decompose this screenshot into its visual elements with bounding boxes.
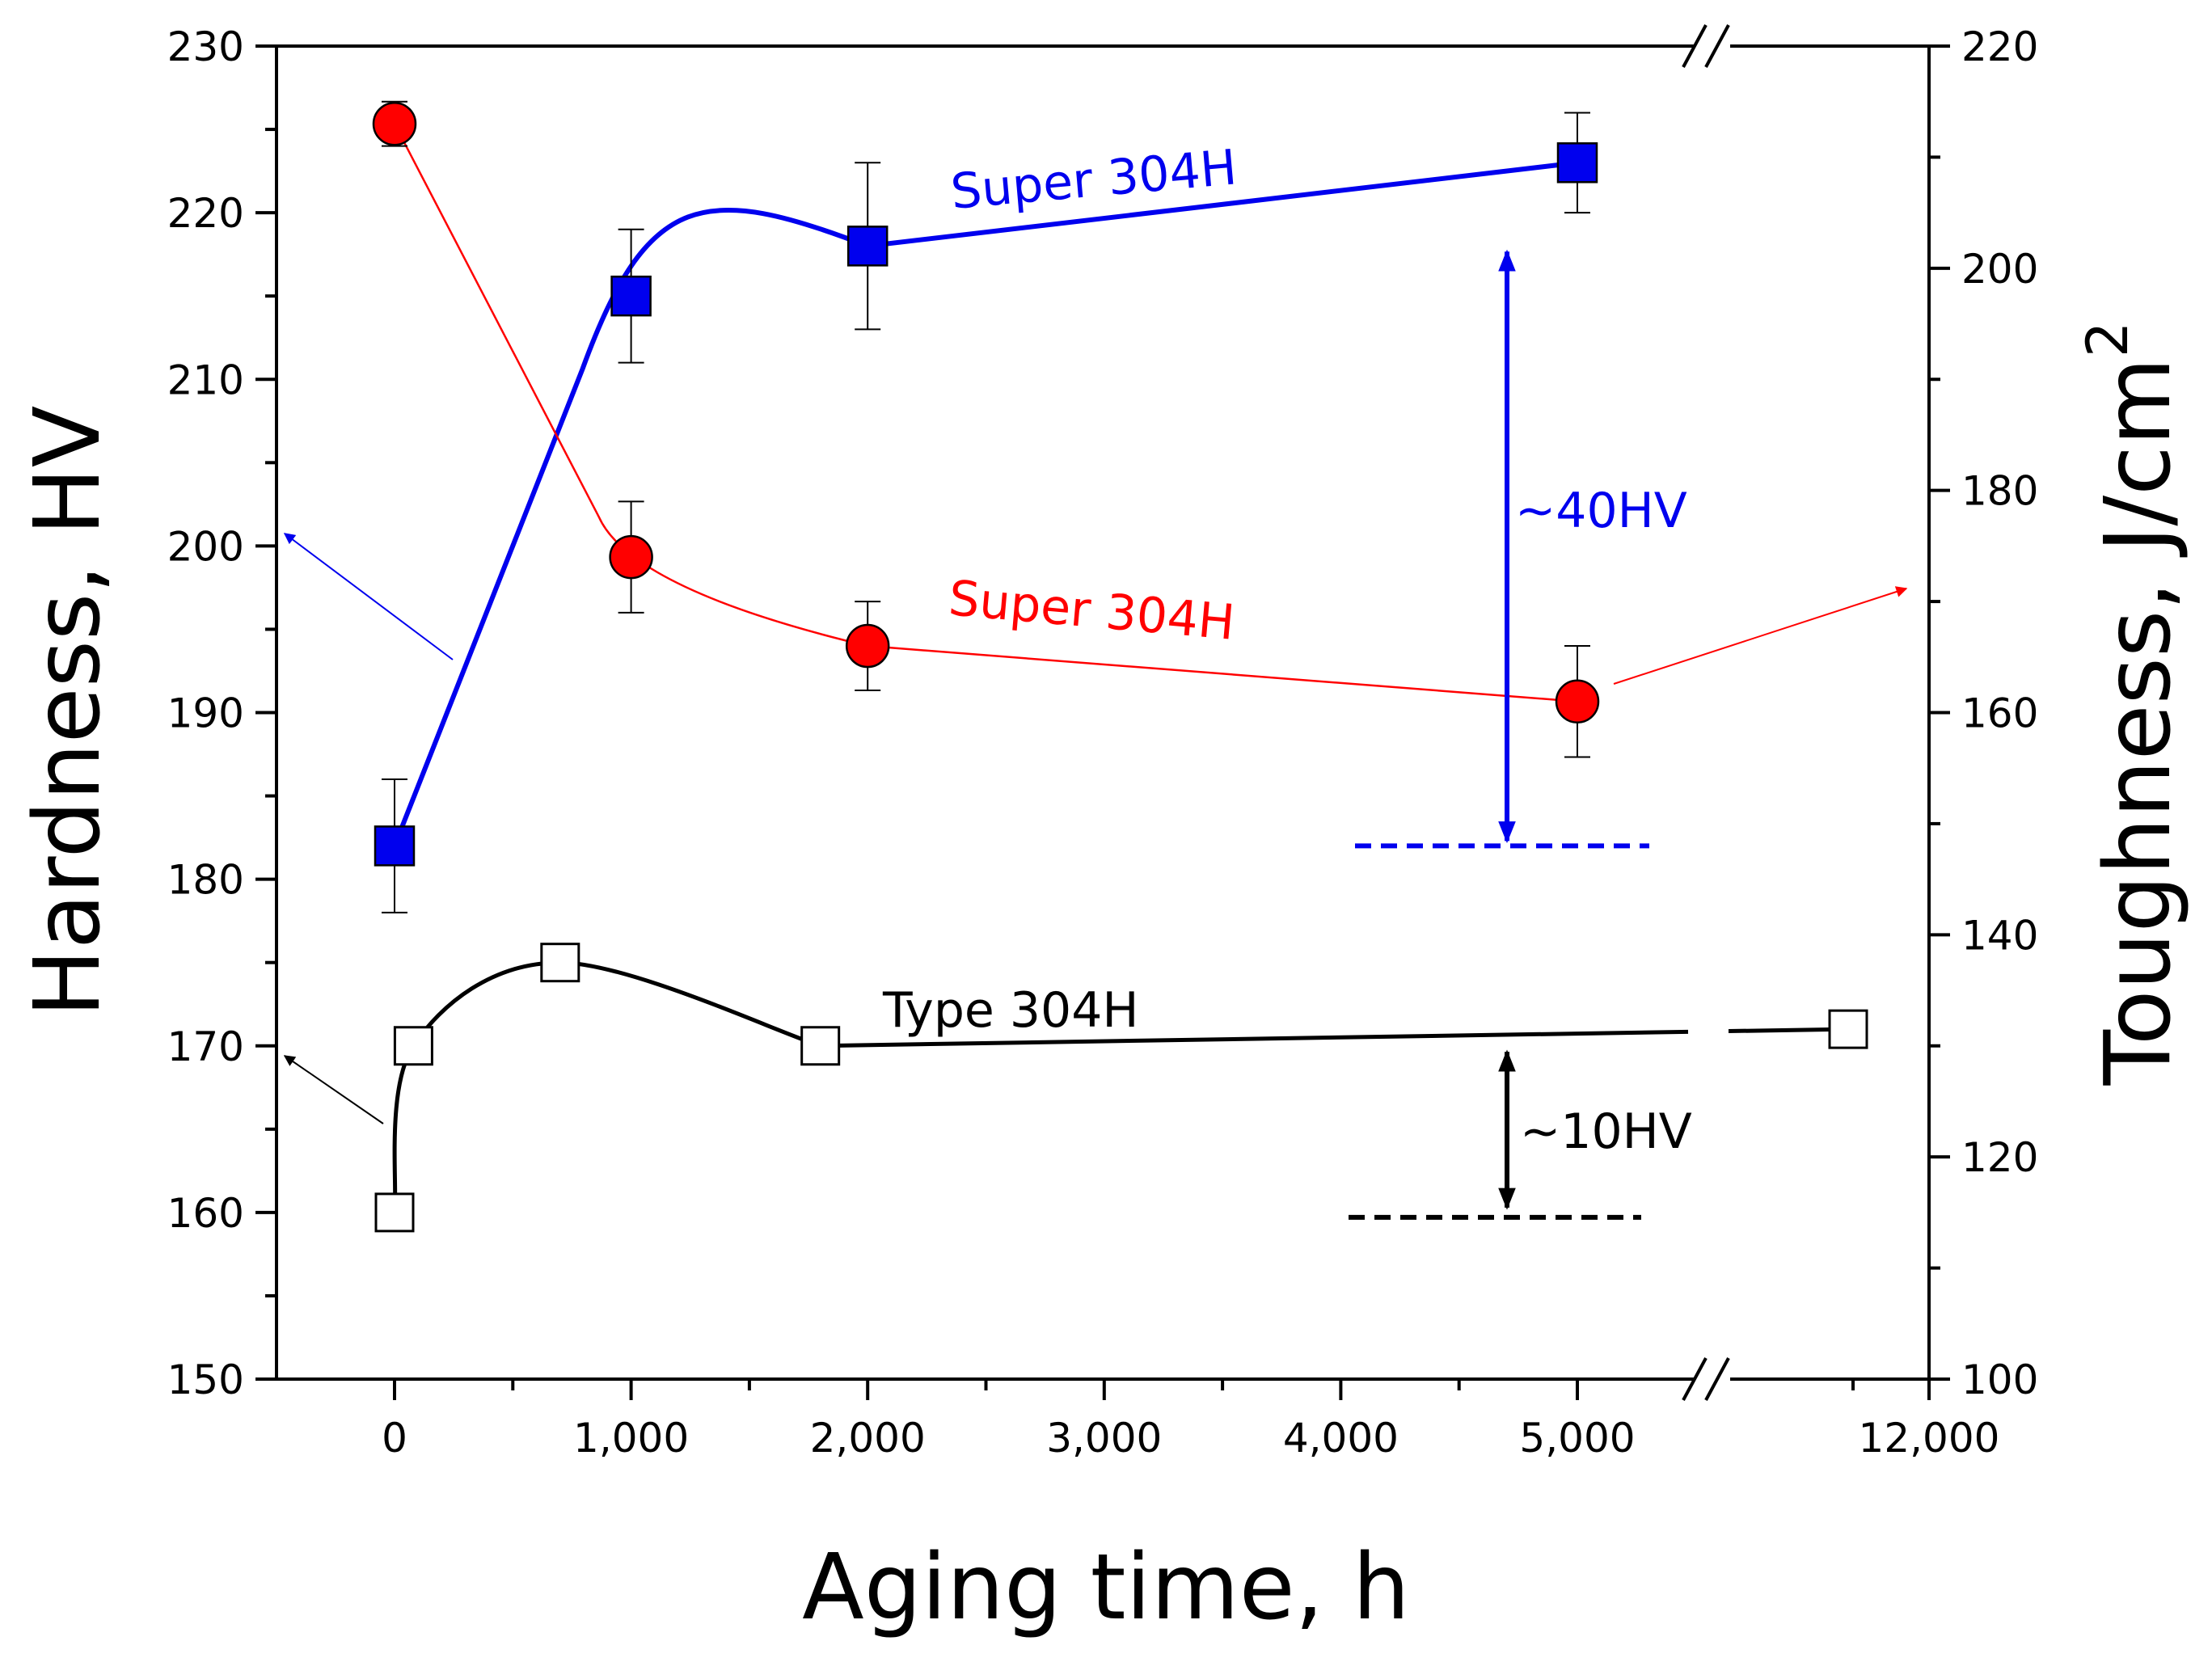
y-left-tick-label: 160 [167, 1190, 244, 1237]
series-label-super-304h-toughness: Super 304H [947, 570, 1237, 652]
y-axis-title-right-superscript: 2 [2075, 322, 2141, 358]
data-point [800, 1026, 841, 1066]
x-tick-label: 2,000 [810, 1415, 926, 1462]
axis-pointer-arrow-blue [283, 533, 454, 660]
data-point [1828, 1009, 1868, 1049]
annotation-10hv: ~10HV [1520, 1103, 1692, 1160]
data-point [609, 534, 653, 580]
series-2 [374, 943, 1868, 1233]
y-left-tick-label: 150 [167, 1356, 244, 1403]
plot-frame [275, 24, 1931, 1401]
data-point [372, 101, 417, 146]
y-right-tick-label: 140 [1961, 912, 2038, 959]
data-point [1556, 142, 1598, 184]
series-line [392, 960, 821, 1213]
axis-ticks: 150 160 170 180 190 200 210 220 230 100 120 140 160 1… [167, 23, 2039, 1462]
y-right-tick-label: 180 [1961, 468, 2038, 515]
data-point [846, 226, 889, 267]
series-layer [372, 100, 1868, 1233]
x-tick-label: 0 [382, 1415, 407, 1462]
data-point [374, 1192, 415, 1233]
series-0 [374, 112, 1598, 913]
series-1 [372, 100, 1600, 758]
y-left-tick-label: 190 [167, 690, 244, 737]
x-tick-label: 1,000 [573, 1415, 689, 1462]
x-tick-label: 4,000 [1283, 1415, 1399, 1462]
y-left-tick-label: 230 [167, 23, 244, 70]
data-point [540, 943, 580, 983]
data-point [845, 623, 890, 669]
axis-break-mark-top-2 [1704, 24, 1730, 68]
data-point [1555, 679, 1600, 724]
y-left-tick-label: 170 [167, 1023, 244, 1070]
series-line-segment [1728, 1027, 1849, 1034]
axis-break-mark-bottom-2 [1704, 1357, 1730, 1401]
series-line [393, 123, 1578, 703]
y-left-tick-label: 180 [167, 857, 244, 904]
series-line [392, 160, 1578, 847]
data-point [610, 275, 652, 317]
series-line-segment [820, 1029, 1689, 1048]
y-right-tick-label: 200 [1961, 246, 2038, 293]
y-axis-title-left: Hardness, HV [15, 406, 120, 1018]
y-right-tick-label: 120 [1961, 1134, 2038, 1181]
y-right-tick-label: 220 [1961, 23, 2038, 70]
axis-break-mark-top-1 [1682, 24, 1708, 68]
annotation-40hv: ~40HV [1515, 483, 1687, 539]
axis-pointer-arrow-red [1613, 586, 1908, 685]
x-tick-label: 12,000 [1859, 1415, 2000, 1462]
x-tick-label: 5,000 [1519, 1415, 1635, 1462]
data-point [393, 1026, 433, 1066]
y-left-tick-label: 210 [167, 356, 244, 403]
y-left-tick-label: 220 [167, 190, 244, 237]
x-tick-label: 3,000 [1046, 1415, 1162, 1462]
y-left-tick-label: 200 [167, 523, 244, 570]
series-label-type-304h: Type 304H [882, 982, 1139, 1039]
y-right-tick-label: 100 [1961, 1356, 2038, 1403]
y-axis-title-right-base: Toughness, J/cm [2086, 357, 2191, 1086]
data-point [374, 825, 416, 867]
axis-break-mark-bottom-1 [1682, 1357, 1708, 1401]
y-right-tick-label: 160 [1961, 690, 2038, 737]
y-axis-title-right: Toughness, J/cm2 [2075, 322, 2191, 1086]
axis-pointer-arrow-black [283, 1055, 384, 1124]
x-axis-title: Aging time, h [802, 1535, 1410, 1640]
